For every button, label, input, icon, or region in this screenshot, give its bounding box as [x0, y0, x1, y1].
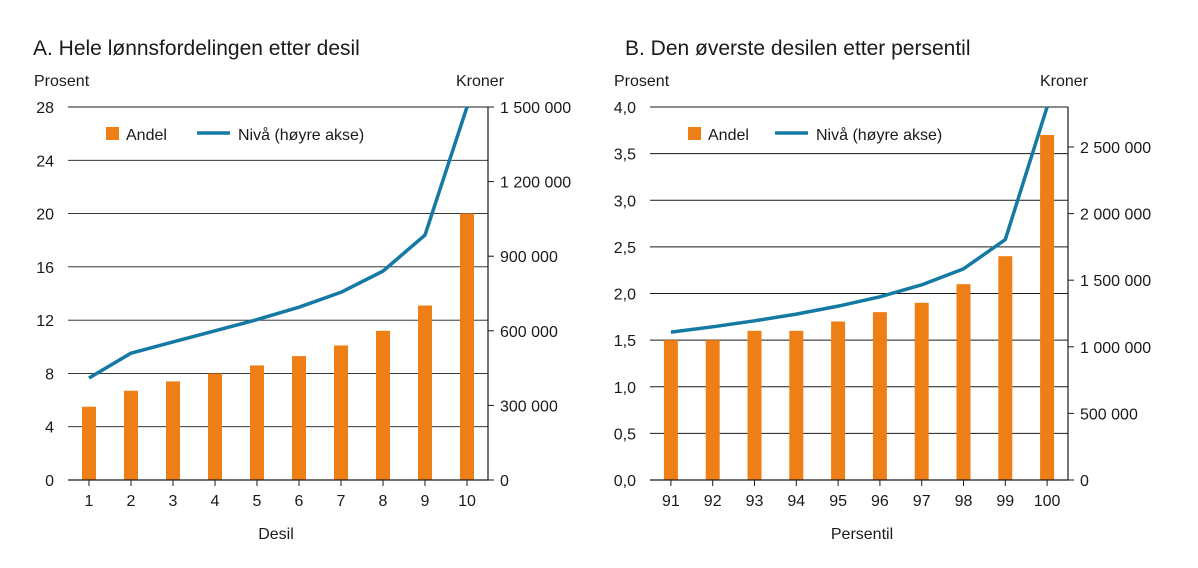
- bar: [166, 381, 180, 480]
- y-left-tick-label: 4: [45, 420, 54, 437]
- bar: [998, 256, 1013, 480]
- bar: [292, 356, 306, 480]
- x-tick-label: 6: [295, 493, 304, 510]
- y-right-tick-label: 1 500 000: [1080, 273, 1151, 290]
- y-left-tick-label: 28: [36, 100, 54, 117]
- bar: [334, 345, 348, 480]
- bar: [789, 330, 804, 480]
- line-series: [88, 106, 469, 380]
- y-right-tick-label: 600 000: [500, 324, 558, 341]
- y-left-tick-label: 2,5: [614, 240, 636, 257]
- x-axis-title: Persentil: [831, 526, 893, 543]
- y-right-tick-label: 300 000: [500, 398, 558, 415]
- y-left-tick-label: 1,5: [614, 333, 636, 350]
- bar: [705, 340, 720, 480]
- x-tick-label: 8: [379, 493, 388, 510]
- bar: [250, 365, 264, 480]
- line-series-niva: [88, 106, 469, 380]
- y-left-tick-label: 4,0: [614, 100, 636, 117]
- bar: [663, 340, 678, 480]
- y-right-tick-label: 500 000: [1080, 406, 1138, 423]
- y-right-tick-label: 1 200 000: [500, 175, 571, 192]
- grid-lines: [68, 106, 488, 428]
- bars: [663, 134, 1055, 480]
- line-series: [670, 106, 1049, 334]
- legend-label-line: Nivå (høyre akse): [238, 126, 364, 144]
- bars: [82, 213, 474, 481]
- right-axis-unit: Kroner: [1040, 73, 1089, 90]
- legend-swatch-bar: [688, 127, 701, 140]
- x-tick-label: 3: [169, 493, 178, 510]
- x-tick-label: 5: [253, 493, 262, 510]
- y-right-tick-label: 1 500 000: [500, 100, 571, 117]
- axes: 0,0 0,5 1,0 1,5 2,0 2,5 3,0 3,5 4,0 0 500 000 1 000…: [614, 100, 1152, 510]
- y-left-tick-label: 20: [36, 207, 54, 224]
- chart-title: A. Hele lønnsfordelingen etter desil: [33, 37, 360, 60]
- x-axis-title: Desil: [258, 526, 294, 543]
- x-tick-label: 94: [787, 493, 805, 510]
- chart-title: B. Den øverste desilen etter persentil: [625, 37, 971, 60]
- y-left-tick-label: 24: [36, 153, 54, 170]
- bar: [872, 312, 887, 480]
- y-left-tick-label: 0,0: [614, 473, 636, 490]
- x-tick-label: 98: [955, 493, 973, 510]
- x-tick-label: 10: [458, 493, 476, 510]
- y-right-tick-label: 1 000 000: [1080, 340, 1151, 357]
- bar: [418, 305, 432, 480]
- y-left-tick-label: 8: [45, 366, 54, 383]
- y-left-tick-label: 0: [45, 473, 54, 490]
- x-tick-label: 99: [996, 493, 1014, 510]
- right-axis-unit: Kroner: [456, 73, 505, 90]
- x-tick-label: 7: [337, 493, 346, 510]
- x-tick-label: 100: [1034, 493, 1061, 510]
- x-tick-label: 97: [913, 493, 931, 510]
- x-tick-label: 92: [704, 493, 722, 510]
- y-left-tick-label: 3,0: [614, 193, 636, 210]
- y-right-tick-label: 2 500 000: [1080, 140, 1151, 157]
- bar: [1040, 134, 1055, 480]
- bar: [747, 330, 762, 480]
- line-series-niva: [670, 106, 1049, 334]
- x-tick-label: 93: [746, 493, 764, 510]
- bar: [914, 302, 929, 480]
- left-axis-unit: Prosent: [34, 73, 90, 90]
- panel-b: B. Den øverste desilen etter persentil P…: [614, 37, 1152, 543]
- y-right-tick-label: 900 000: [500, 249, 558, 266]
- panel-a: A. Hele lønnsfordelingen etter desil Pro…: [33, 37, 571, 543]
- y-right-tick-label: 0: [1080, 473, 1089, 490]
- x-tick-label: 9: [421, 493, 430, 510]
- left-axis-unit: Prosent: [614, 73, 670, 90]
- bar: [460, 213, 474, 481]
- legend: Andel Nivå (høyre akse): [106, 126, 364, 144]
- y-left-tick-label: 16: [36, 260, 54, 277]
- x-tick-label: 95: [829, 493, 847, 510]
- legend-label-bar: Andel: [708, 127, 749, 144]
- bar: [956, 284, 971, 480]
- y-left-tick-label: 1,0: [614, 380, 636, 397]
- legend-label-bar: Andel: [126, 127, 167, 144]
- bar: [376, 330, 390, 480]
- y-left-tick-label: 2,0: [614, 287, 636, 304]
- bar: [82, 406, 96, 480]
- y-left-tick-label: 3,5: [614, 147, 636, 164]
- legend-label-line: Nivå (høyre akse): [816, 126, 942, 144]
- bar: [124, 390, 138, 480]
- legend: Andel Nivå (høyre akse): [688, 126, 942, 144]
- y-right-tick-label: 0: [500, 473, 509, 490]
- x-tick-label: 2: [127, 493, 136, 510]
- x-tick-label: 1: [85, 493, 94, 510]
- x-tick-label: 96: [871, 493, 889, 510]
- y-left-tick-label: 12: [36, 313, 54, 330]
- bar: [831, 321, 846, 480]
- y-right-tick-label: 2 000 000: [1080, 207, 1151, 224]
- y-left-tick-label: 0,5: [614, 426, 636, 443]
- bar: [208, 373, 222, 480]
- x-tick-label: 91: [662, 493, 680, 510]
- x-tick-label: 4: [211, 493, 220, 510]
- legend-swatch-bar: [106, 127, 119, 140]
